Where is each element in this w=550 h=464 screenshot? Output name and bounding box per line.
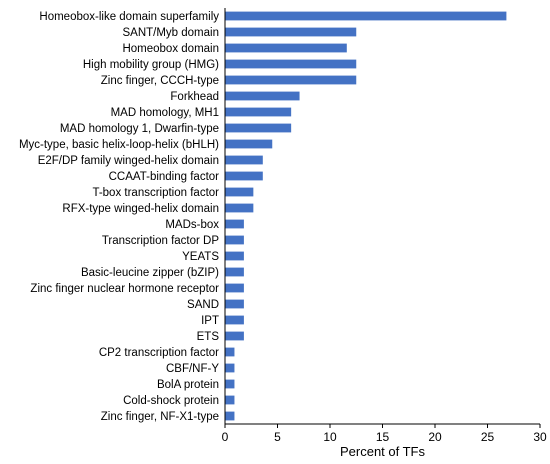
x-tick-label-0: 0 (222, 430, 229, 444)
bar-8 (225, 139, 273, 149)
bars-group (225, 11, 507, 421)
category-label-14: Transcription factor DP (102, 235, 219, 247)
category-label-11: T-box transcription factor (92, 187, 219, 199)
category-label-0: Homeobox-like domain superfamily (39, 11, 219, 23)
bar-14 (225, 235, 244, 245)
bar-6 (225, 107, 292, 117)
category-label-15: YEATS (182, 251, 219, 263)
category-label-18: SAND (187, 299, 219, 311)
bar-24 (225, 395, 235, 405)
bar-21 (225, 347, 235, 357)
category-label-23: BolA protein (157, 379, 219, 391)
x-axis-title: Percent of TFs (340, 444, 426, 459)
category-label-5: Forkhead (170, 91, 219, 103)
x-tick-label-4: 20 (428, 430, 442, 444)
bar-19 (225, 315, 244, 325)
category-label-3: High mobility group (HMG) (83, 59, 219, 71)
bar-4 (225, 75, 357, 85)
x-tick-label-2: 10 (323, 430, 337, 444)
bar-18 (225, 299, 244, 309)
category-label-13: MADs-box (165, 219, 219, 231)
category-label-19: IPT (201, 315, 219, 327)
category-label-1: SANT/Myb domain (122, 27, 219, 39)
bar-25 (225, 411, 235, 421)
bar-7 (225, 123, 292, 133)
category-label-10: CCAAT-binding factor (109, 171, 220, 183)
x-ticks-group: 0 5 10 15 20 25 30 (222, 424, 547, 444)
bar-9 (225, 155, 263, 165)
bar-22 (225, 363, 235, 373)
category-label-22: CBF/NF-Y (166, 363, 219, 375)
category-label-12: RFX-type winged-helix domain (62, 203, 219, 215)
category-labels: Homeobox-like domain superfamily SANT/Myb… (19, 11, 219, 423)
category-label-17: Zinc finger nuclear hormone receptor (30, 283, 219, 295)
bar-1 (225, 27, 357, 37)
bar-3 (225, 59, 357, 69)
category-label-7: MAD homology 1, Dwarfin-type (60, 123, 219, 135)
bar-10 (225, 171, 263, 181)
bar-15 (225, 251, 244, 261)
bar-16 (225, 267, 244, 277)
category-label-16: Basic-leucine zipper (bZIP) (81, 267, 219, 279)
bar-11 (225, 187, 254, 197)
bar-13 (225, 219, 244, 229)
bar-12 (225, 203, 254, 213)
bar-2 (225, 43, 347, 53)
bar-17 (225, 283, 244, 293)
x-tick-label-6: 30 (533, 430, 547, 444)
bar-5 (225, 91, 300, 101)
bar-20 (225, 331, 244, 341)
x-tick-label-1: 5 (274, 430, 281, 444)
category-label-25: Zinc finger, NF-X1-type (101, 411, 219, 423)
category-label-9: E2F/DP family winged-helix domain (38, 155, 219, 167)
category-label-24: Cold-shock protein (123, 395, 219, 407)
category-label-4: Zinc finger, CCCH-type (101, 75, 219, 87)
category-label-20: ETS (197, 331, 220, 343)
category-label-8: Myc-type, basic helix-loop-helix (bHLH) (19, 139, 219, 151)
category-label-6: MAD homology, MH1 (111, 107, 219, 119)
x-tick-label-3: 15 (376, 430, 390, 444)
category-label-21: CP2 transcription factor (99, 347, 219, 359)
bar-0 (225, 11, 507, 21)
bar-23 (225, 379, 235, 389)
x-tick-label-5: 25 (481, 430, 495, 444)
category-label-2: Homeobox domain (122, 43, 219, 55)
